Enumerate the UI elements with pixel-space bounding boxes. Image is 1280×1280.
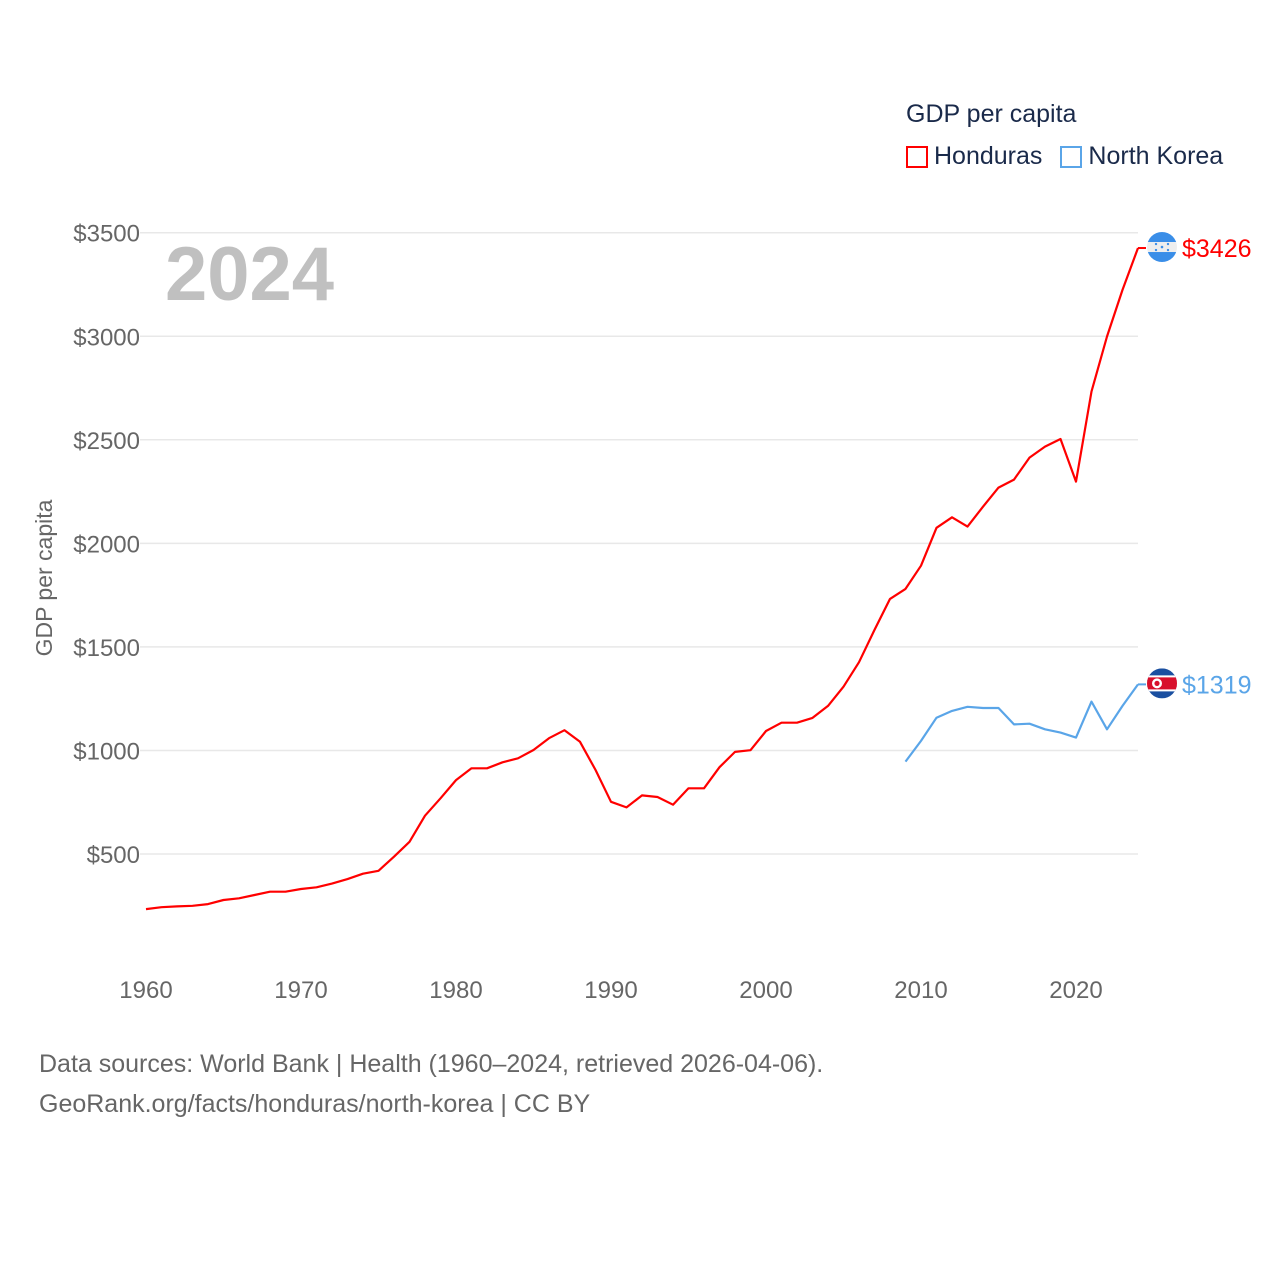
legend-title: GDP per capita <box>906 100 1077 128</box>
x-tick-label: 2000 <box>739 977 792 1004</box>
y-tick-label: $1500 <box>73 635 140 662</box>
series-line-north-korea <box>904 683 1139 763</box>
year-label: 2024 <box>165 232 334 317</box>
north-korea-flag-icon <box>1147 668 1177 699</box>
data-sources: Data sources: World Bank | Health (1960–… <box>39 1050 824 1078</box>
honduras-flag-icon <box>1147 232 1177 263</box>
y-tick-label: $3000 <box>73 324 140 351</box>
legend-item-honduras[interactable]: Honduras <box>906 142 1042 171</box>
x-tick-label: 1980 <box>429 977 482 1004</box>
legend-swatch-honduras <box>906 145 928 168</box>
legend: Honduras North Korea <box>906 142 1223 171</box>
y-axis-label: GDP per capita <box>31 499 57 656</box>
x-tick-label: 2020 <box>1049 977 1102 1004</box>
x-tick-label: 1970 <box>274 977 327 1004</box>
y-tick-label: $2000 <box>73 531 140 558</box>
legend-label-north-korea: North Korea <box>1088 142 1224 170</box>
legend-label-honduras: Honduras <box>934 142 1043 170</box>
y-tick-label: $2500 <box>73 428 140 455</box>
legend-swatch-north-korea <box>1060 145 1083 168</box>
footer: Data sources: World Bank | Health (1960–… <box>39 1044 823 1124</box>
series-line-honduras <box>145 247 1140 911</box>
end-value-label: $3426 <box>1182 235 1252 263</box>
end-value-label: $1319 <box>1182 671 1252 699</box>
source-link[interactable]: GeoRank.org/facts/honduras/north-korea |… <box>39 1090 591 1118</box>
y-tick-label: $500 <box>87 842 140 869</box>
y-tick-label: $1000 <box>73 738 140 765</box>
y-tick-label: $3500 <box>73 221 140 248</box>
x-tick-label: 1990 <box>584 977 637 1004</box>
x-tick-label: 2010 <box>894 977 947 1004</box>
x-tick-label: 1960 <box>119 977 172 1004</box>
legend-item-north-korea[interactable]: North Korea <box>1060 142 1223 171</box>
